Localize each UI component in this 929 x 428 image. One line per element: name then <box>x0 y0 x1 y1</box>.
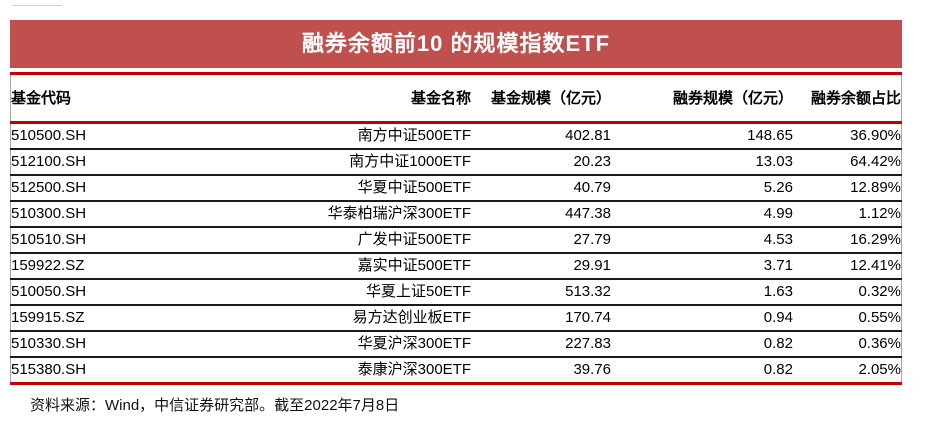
cell-ratio: 36.90% <box>850 127 901 144</box>
cell-fund-scale: 20.23 <box>573 153 611 170</box>
cell-code: 512500.SH <box>11 179 87 196</box>
cell-code: 512100.SH <box>11 153 87 170</box>
table-row: 510050.SH 华夏上证50ETF 513.32 1.63 0.32% <box>10 279 902 305</box>
cell-name: 南方中证1000ETF <box>349 153 471 170</box>
cell-code: 510510.SH <box>11 231 87 248</box>
cell-ratio: 0.36% <box>858 335 901 352</box>
top-edge-line <box>12 5 62 6</box>
cell-name: 广发中证500ETF <box>357 231 471 248</box>
cell-short-scale: 0.94 <box>763 309 793 326</box>
table-row: 510500.SH 南方中证500ETF 402.81 148.65 36.90% <box>10 123 902 149</box>
cell-ratio: 64.42% <box>850 153 901 170</box>
cell-fund-scale: 40.79 <box>573 179 611 196</box>
cell-fund-scale: 29.91 <box>573 257 611 274</box>
table-row: 159915.SZ 易方达创业板ETF 170.74 0.94 0.55% <box>10 305 902 331</box>
cell-short-scale: 148.65 <box>747 127 793 144</box>
cell-code: 510300.SH <box>11 205 87 222</box>
table-row: 512100.SH 南方中证1000ETF 20.23 13.03 64.42% <box>10 149 902 175</box>
etf-table: 基金代码 基金名称 基金规模（亿元） 融券规模（亿元） 融券余额占比 51050… <box>10 72 902 385</box>
cell-fund-scale: 170.74 <box>565 309 611 326</box>
cell-fund-scale: 39.76 <box>573 361 611 378</box>
table-row: 512500.SH 华夏中证500ETF 40.79 5.26 12.89% <box>10 175 902 201</box>
cell-name: 华夏中证500ETF <box>357 179 471 196</box>
cell-fund-scale: 27.79 <box>573 231 611 248</box>
cell-short-scale: 0.82 <box>763 361 793 378</box>
table-row: 510330.SH 华夏沪深300ETF 227.83 0.82 0.36% <box>10 331 902 357</box>
col-header-fund-code: 基金代码 <box>11 89 72 107</box>
cell-ratio: 2.05% <box>858 361 901 378</box>
table-row: 159922.SZ 嘉实中证500ETF 29.91 3.71 12.41% <box>10 253 902 279</box>
cell-short-scale: 3.71 <box>763 257 793 274</box>
col-header-fund-name: 基金名称 <box>410 89 471 107</box>
cell-ratio: 16.29% <box>850 231 901 248</box>
cell-name: 华夏沪深300ETF <box>357 335 471 352</box>
col-header-fund-scale: 基金规模（亿元） <box>490 89 611 107</box>
table-header: 基金代码 基金名称 基金规模（亿元） 融券规模（亿元） 融券余额占比 <box>10 74 902 123</box>
cell-short-scale: 1.63 <box>763 283 793 300</box>
cell-ratio: 12.41% <box>850 257 901 274</box>
col-header-short-ratio: 融券余额占比 <box>810 89 901 107</box>
cell-fund-scale: 402.81 <box>565 127 611 144</box>
cell-fund-scale: 513.32 <box>565 283 611 300</box>
cell-short-scale: 5.26 <box>763 179 793 196</box>
col-header-short-scale: 融券规模（亿元） <box>672 89 793 107</box>
table-row: 515380.SH 泰康沪深300ETF 39.76 0.82 2.05% <box>10 357 902 384</box>
header-row: 基金代码 基金名称 基金规模（亿元） 融券规模（亿元） 融券余额占比 <box>10 74 902 123</box>
table-row: 510510.SH 广发中证500ETF 27.79 4.53 16.29% <box>10 227 902 253</box>
table-title: 融券余额前10 的规模指数ETF <box>301 31 611 56</box>
cell-name: 华泰柏瑞沪深300ETF <box>327 205 471 222</box>
cell-code: 159915.SZ <box>11 309 85 326</box>
cell-name: 华夏上证50ETF <box>365 283 471 300</box>
cell-fund-scale: 227.83 <box>565 335 611 352</box>
cell-ratio: 0.55% <box>858 309 901 326</box>
cell-code: 515380.SH <box>11 361 87 378</box>
cell-code: 510330.SH <box>11 335 87 352</box>
cell-ratio: 0.32% <box>858 283 901 300</box>
table-row: 510300.SH 华泰柏瑞沪深300ETF 447.38 4.99 1.12% <box>10 201 902 227</box>
cell-short-scale: 4.99 <box>763 205 793 222</box>
cell-ratio: 1.12% <box>858 205 901 222</box>
cell-fund-scale: 447.38 <box>565 205 611 222</box>
cell-name: 易方达创业板ETF <box>352 309 471 326</box>
cell-short-scale: 13.03 <box>755 153 793 170</box>
cell-code: 510500.SH <box>11 127 87 144</box>
table-title-bar: 融券余额前10 的规模指数ETF <box>10 20 902 68</box>
cell-short-scale: 4.53 <box>763 231 793 248</box>
table-body: 510500.SH 南方中证500ETF 402.81 148.65 36.90% 512… <box>10 123 902 384</box>
cell-short-scale: 0.82 <box>763 335 793 352</box>
cell-name: 泰康沪深300ETF <box>357 361 471 378</box>
cell-name: 嘉实中证500ETF <box>357 257 471 274</box>
cell-code: 510050.SH <box>11 283 87 300</box>
cell-ratio: 12.89% <box>850 179 901 196</box>
cell-code: 159922.SZ <box>11 257 85 274</box>
source-note: 资料来源：Wind，中信证券研究部。截至2022年7月8日 <box>30 397 400 414</box>
cell-name: 南方中证500ETF <box>357 127 471 144</box>
